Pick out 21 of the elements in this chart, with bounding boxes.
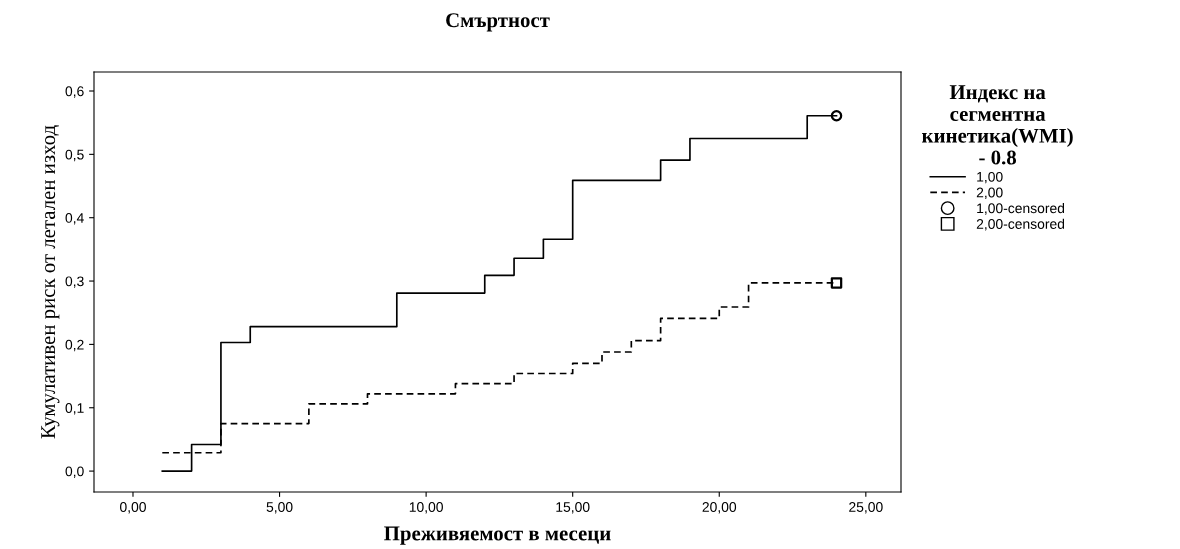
legend-label: 2,00 (976, 187, 1003, 200)
legend-label: 1,00 (977, 171, 1003, 184)
y-tick-label: 0,0 (65, 466, 84, 478)
x-tick-label: 5,00 (266, 502, 293, 514)
x-tick-label: 15,00 (556, 502, 590, 514)
x-axis-title: Преживяемост в месеци (384, 526, 611, 545)
y-tick-label: 0,3 (65, 276, 84, 288)
x-tick-label: 25,00 (849, 502, 883, 514)
legend-label: 1,00-censored (977, 202, 1065, 215)
y-tick-label: 0,6 (65, 86, 84, 98)
y-tick-label: 0,1 (65, 403, 84, 415)
legend-title: Индекс на сегментна кинетика(WMI) - 0.8 (922, 85, 1073, 165)
y-tick-label: 0,2 (65, 339, 84, 352)
chart-title: Смъртност (446, 13, 550, 32)
y-axis-title: Кумулативен риск от летален изход (41, 125, 60, 439)
y-tick-label: 0,4 (65, 213, 84, 225)
y-tick-label: 0,5 (65, 149, 84, 162)
x-tick-label: 10,00 (409, 502, 443, 514)
x-tick-label: 20,00 (702, 502, 737, 514)
legend-label: 2,00-censored (976, 218, 1065, 231)
x-tick-label: 0,00 (120, 502, 146, 514)
